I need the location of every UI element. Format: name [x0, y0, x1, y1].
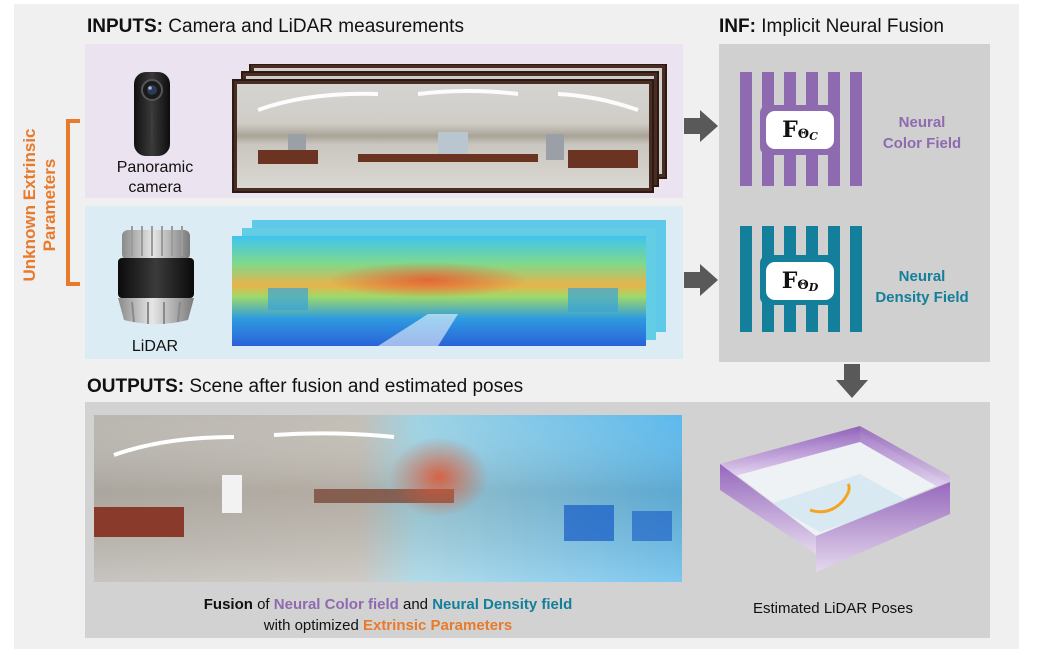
inf-to-outputs-arrow: [836, 364, 868, 398]
lidar-to-density-arrow: [684, 264, 718, 296]
inputs-heading: INPUTS: Camera and LiDAR measurements: [87, 16, 464, 37]
extrinsic-parameters-label: Unknown Extrinsic Parameters: [20, 128, 59, 282]
inf-heading: INF: Implicit Neural Fusion: [719, 16, 944, 37]
density-field-label: Neural Density Field: [875, 268, 969, 306]
lidar-label: LiDAR: [131, 338, 179, 355]
lidar-sensor-icon: [118, 226, 194, 324]
outputs-heading: OUTPUTS: Scene after fusion and estimate…: [87, 376, 524, 397]
camera-to-color-arrow: [684, 110, 718, 142]
panoramic-camera-icon: [134, 72, 170, 156]
poses-caption: Estimated LiDAR Poses: [752, 600, 914, 617]
fusion-caption: Fusion of Neural Color field and Neural …: [203, 596, 573, 634]
extrinsic-bracket: [66, 119, 80, 286]
estimated-poses-pointcloud: [720, 426, 950, 572]
fused-scene-image: [94, 415, 682, 582]
color-field-label: Neural Color Field: [882, 114, 962, 152]
panorama-image-stack: [232, 64, 667, 193]
lidar-depth-image-stack: [232, 220, 666, 346]
camera-label: Panoramic camera: [116, 159, 194, 196]
